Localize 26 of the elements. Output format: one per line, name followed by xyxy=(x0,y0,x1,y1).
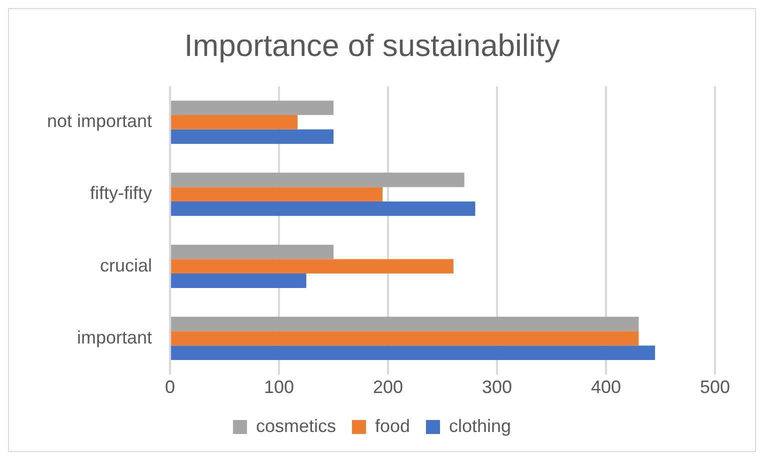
bar xyxy=(171,187,383,202)
bar xyxy=(171,115,298,130)
bar xyxy=(171,259,454,274)
x-tick-label: 500 xyxy=(700,377,730,398)
bar xyxy=(171,244,334,260)
x-tick-label: 200 xyxy=(373,377,404,398)
bar xyxy=(171,129,334,144)
bar xyxy=(171,274,306,288)
chart-title: Importance of sustainability xyxy=(184,28,560,64)
y-tick-label: important xyxy=(77,327,152,348)
x-tick-label: 400 xyxy=(590,377,622,398)
bar xyxy=(171,316,639,332)
bar xyxy=(171,346,656,360)
legend-label: food xyxy=(374,416,410,436)
x-tick-label: 300 xyxy=(482,377,512,398)
x-tick-label: 0 xyxy=(165,377,176,398)
legend-label: clothing xyxy=(449,416,512,436)
bar xyxy=(171,201,476,216)
y-tick-label: not important xyxy=(46,111,152,132)
x-tick-label: 100 xyxy=(264,377,294,398)
y-tick-label: crucial xyxy=(100,255,152,276)
bar xyxy=(171,172,464,188)
legend-label: cosmetics xyxy=(256,416,336,436)
y-tick-label: fifty-fifty xyxy=(90,183,152,204)
bar xyxy=(171,331,639,346)
bar xyxy=(171,100,334,116)
